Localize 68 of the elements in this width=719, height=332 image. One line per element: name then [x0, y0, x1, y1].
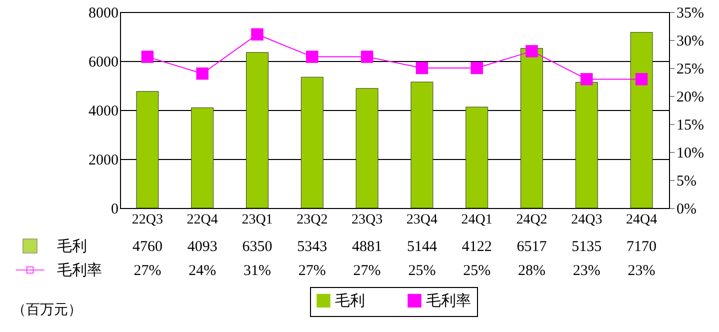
x-tick-label: 23Q1 — [242, 212, 273, 228]
data-label: 5144 — [406, 239, 438, 255]
data-label: 24% — [188, 263, 216, 279]
bar — [410, 82, 434, 208]
y2-tick-label: 20% — [676, 90, 704, 106]
y2-tick-label: 5% — [676, 174, 696, 190]
data-label: 23% — [628, 263, 656, 279]
point — [635, 73, 648, 86]
y-tick-label: 0 — [111, 202, 118, 218]
bar — [575, 82, 598, 208]
point — [196, 67, 208, 80]
point — [580, 73, 593, 86]
text: 毛利 — [335, 294, 365, 310]
data-label: 7170 — [626, 239, 657, 255]
data-label: 4122 — [462, 239, 492, 255]
y-tick-label: 8000 — [88, 6, 118, 22]
point — [251, 28, 264, 41]
x-tick-label: 23Q3 — [351, 212, 383, 228]
legend-label: 毛利 — [57, 238, 87, 255]
x-tick-label: 24Q2 — [516, 212, 548, 228]
data-label: 4881 — [352, 239, 382, 255]
y2-tick-label: 10% — [676, 146, 704, 162]
y2-tick-label: 25% — [676, 62, 704, 78]
y-tick-label: 6000 — [88, 54, 118, 70]
bar — [136, 91, 159, 208]
point — [470, 62, 483, 74]
x-tick-label: 24Q4 — [626, 212, 658, 228]
point — [416, 62, 428, 74]
data-label: 5343 — [297, 239, 328, 255]
data-label: 5135 — [572, 239, 602, 255]
bar — [300, 76, 324, 208]
data-label: 25% — [408, 263, 436, 279]
bar — [466, 106, 488, 208]
text: 毛利率 — [426, 294, 471, 310]
data-label: 4093 — [187, 239, 218, 255]
data-label: 27% — [134, 263, 162, 279]
legend-label: 毛利率 — [57, 262, 102, 279]
y2-tick-label: 35% — [676, 6, 704, 22]
data-label: 28% — [518, 263, 546, 279]
bar — [520, 48, 543, 208]
bar — [630, 32, 653, 208]
point — [526, 45, 538, 58]
x-tick-label: 23Q2 — [296, 212, 328, 228]
point — [141, 50, 154, 63]
x-tick-label: 23Q4 — [406, 212, 438, 228]
y2-tick-label: 15% — [676, 118, 704, 134]
data-label: 27% — [353, 263, 381, 279]
data-label: 25% — [463, 263, 491, 279]
data-label: 6350 — [242, 239, 272, 255]
data-label: 6517 — [516, 239, 548, 255]
y2-tick-label: 0% — [676, 202, 696, 218]
data-label: 31% — [244, 263, 271, 279]
data-label: 27% — [298, 263, 326, 279]
data-label: 23% — [572, 263, 600, 279]
y-tick-label: 2000 — [88, 152, 118, 168]
y2-tick-label: 30% — [676, 34, 704, 50]
x-tick-label: 24Q1 — [461, 212, 492, 228]
x-tick-label: 22Q4 — [186, 212, 218, 228]
point — [306, 50, 318, 63]
x-tick-label: 22Q3 — [132, 212, 164, 228]
bar — [246, 52, 268, 208]
y-tick-label: 4000 — [88, 104, 118, 120]
bar — [191, 107, 214, 208]
x-tick-label: 24Q3 — [571, 212, 602, 228]
data-label: 4760 — [132, 239, 162, 255]
bar — [356, 88, 378, 208]
point — [360, 50, 374, 63]
text: （百万元） — [12, 303, 82, 318]
